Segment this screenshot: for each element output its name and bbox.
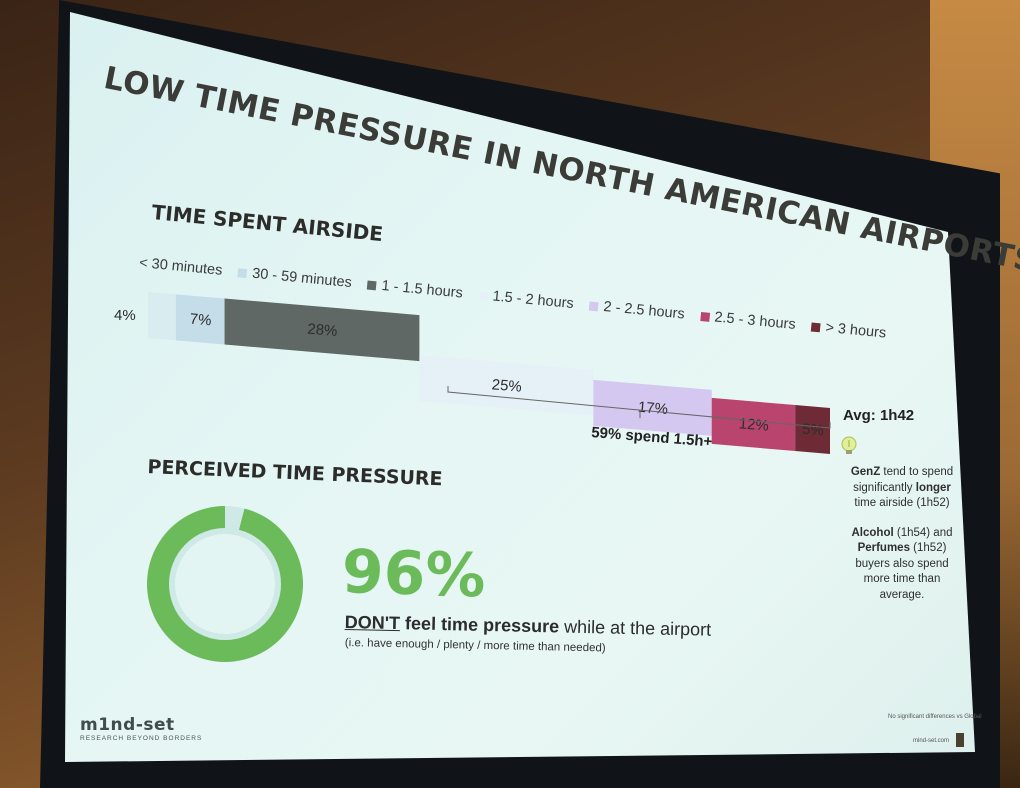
note-bold: longer — [915, 481, 951, 494]
bar-segment — [148, 292, 176, 341]
statement-bold: feel time pressure — [399, 613, 560, 637]
note-text: (1h54) and — [893, 526, 953, 539]
logo-tagline: RESEARCH BEYOND BORDERS — [80, 735, 203, 742]
statement-plain: while at the airport — [558, 616, 712, 640]
bar-segment — [224, 298, 420, 362]
note-bold: GenZ — [850, 466, 881, 478]
note-text: time airside (1h52) — [854, 497, 950, 509]
donut-slice — [225, 506, 245, 536]
donut-chart — [147, 506, 303, 662]
bar-segment — [175, 294, 225, 345]
footer-url: mind-set.com — [913, 738, 950, 744]
brand-logo: m1nd-set RESEARCH BEYOND BORDERS — [80, 715, 202, 742]
donut-hole — [175, 534, 275, 634]
side-note-genz: GenZ tend to spend significantly longer … — [843, 465, 961, 512]
bar-value-label: 28% — [307, 321, 338, 340]
bar-segment — [593, 379, 712, 436]
bar-segment — [419, 355, 594, 416]
big-percentage: 96% — [340, 537, 487, 612]
bar-value-label: 25% — [491, 376, 522, 395]
note-bold: Alcohol — [851, 526, 894, 539]
bar-value-label: 7% — [189, 311, 212, 330]
donut-inner-ring — [169, 528, 281, 640]
bar-value-label: 12% — [738, 415, 769, 434]
note-text: tend to spend significantly — [853, 466, 954, 494]
page-number-box — [956, 733, 964, 747]
bar-value-label: 5% — [801, 421, 824, 440]
note-bold: Perfumes — [857, 542, 910, 554]
bar-value-label: 17% — [637, 399, 668, 418]
dont-label: DON'T — [344, 612, 401, 634]
bar-segment — [711, 397, 796, 452]
bar-value-label: 4% — [114, 307, 136, 324]
average-label: Avg: 1h42 — [843, 407, 915, 424]
side-note-buyers: Alcohol (1h54) and Perfumes (1h52) buyer… — [843, 526, 961, 604]
logo-wordmark: m1nd-set — [80, 715, 175, 735]
side-notes: GenZ tend to spend significantly longer … — [843, 465, 961, 617]
bar-segment — [795, 405, 830, 454]
bracket-line — [447, 386, 831, 429]
lightbulb-icon — [841, 436, 857, 454]
note-text: (1h52) buyers also spend more time than … — [855, 542, 949, 601]
footnote: No significant differences vs Global — [888, 714, 982, 720]
